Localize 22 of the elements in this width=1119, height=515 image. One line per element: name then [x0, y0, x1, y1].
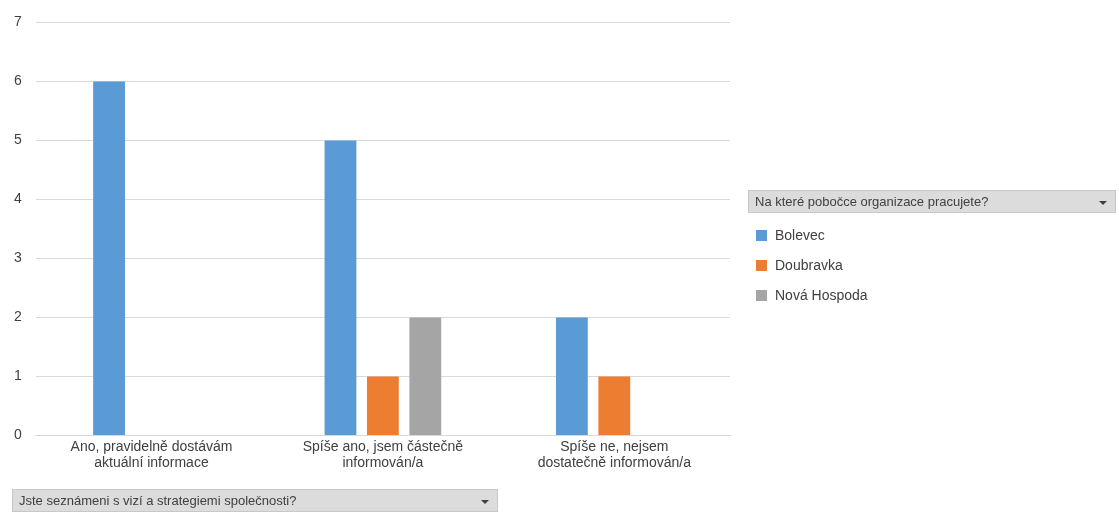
bar — [555, 317, 588, 435]
y-tick-label: 4 — [13, 190, 22, 207]
y-tick-label: 2 — [13, 308, 22, 325]
legend-label: Doubravka — [775, 257, 843, 273]
bar — [598, 376, 631, 435]
y-tick-label: 6 — [13, 72, 22, 89]
bar — [93, 81, 125, 435]
x-axis-title: Jste seznámeni s vizí a strategiemi společnosti? — [12, 489, 498, 512]
bar — [366, 376, 399, 435]
bar — [409, 317, 442, 435]
x-tick-label: Spíše ne, nejsem dostatečně informován/a — [537, 437, 692, 471]
y-tick-label: 7 — [13, 13, 22, 30]
y-tick-label: 5 — [13, 131, 22, 148]
bar — [324, 140, 357, 435]
x-tick-label: Spíše ano, jsem částečně informován/a — [302, 437, 464, 471]
y-tick-label: 3 — [13, 249, 22, 266]
x-tick-label: Ano, pravidelně dostávám aktuální informace — [70, 437, 233, 471]
legend-title: Na které pobočce organizace pracujete? — [748, 190, 1116, 213]
legend-label: Bolevec — [775, 227, 825, 243]
legend-label: Nová Hospoda — [775, 287, 868, 303]
y-tick-label: 0 — [13, 426, 22, 443]
y-tick-label: 1 — [13, 367, 22, 384]
